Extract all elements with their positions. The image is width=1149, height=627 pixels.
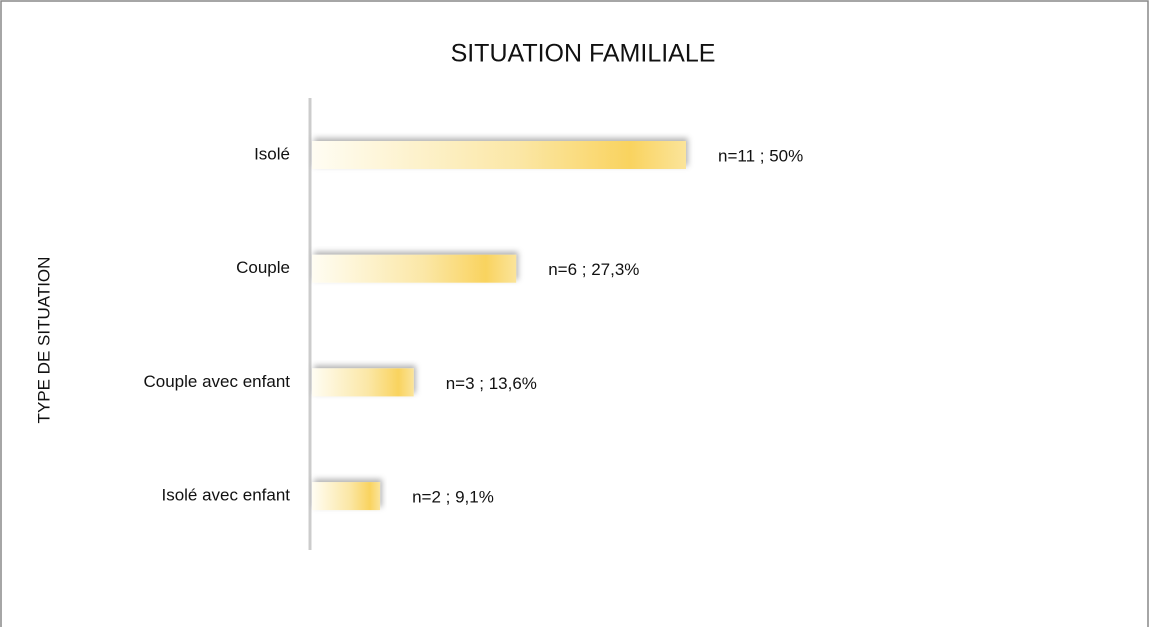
- chart-title: SITUATION FAMILIALE: [451, 40, 716, 68]
- y-axis-label: TYPE DE SITUATION: [34, 257, 53, 424]
- data-label: n=11 ; 50%: [718, 146, 803, 165]
- category-label: Isolé avec enfant: [161, 486, 290, 505]
- category-label: Isolé: [254, 144, 290, 163]
- category-label: Couple: [236, 258, 290, 277]
- category-label: Couple avec enfant: [144, 372, 291, 391]
- data-label: n=6 ; 27,3%: [548, 260, 639, 279]
- bar: [312, 482, 381, 511]
- data-label: n=2 ; 9,1%: [412, 488, 494, 507]
- data-label: n=3 ; 13,6%: [446, 374, 537, 393]
- bar: [312, 254, 517, 283]
- bar: [312, 368, 414, 397]
- bar: [312, 141, 686, 169]
